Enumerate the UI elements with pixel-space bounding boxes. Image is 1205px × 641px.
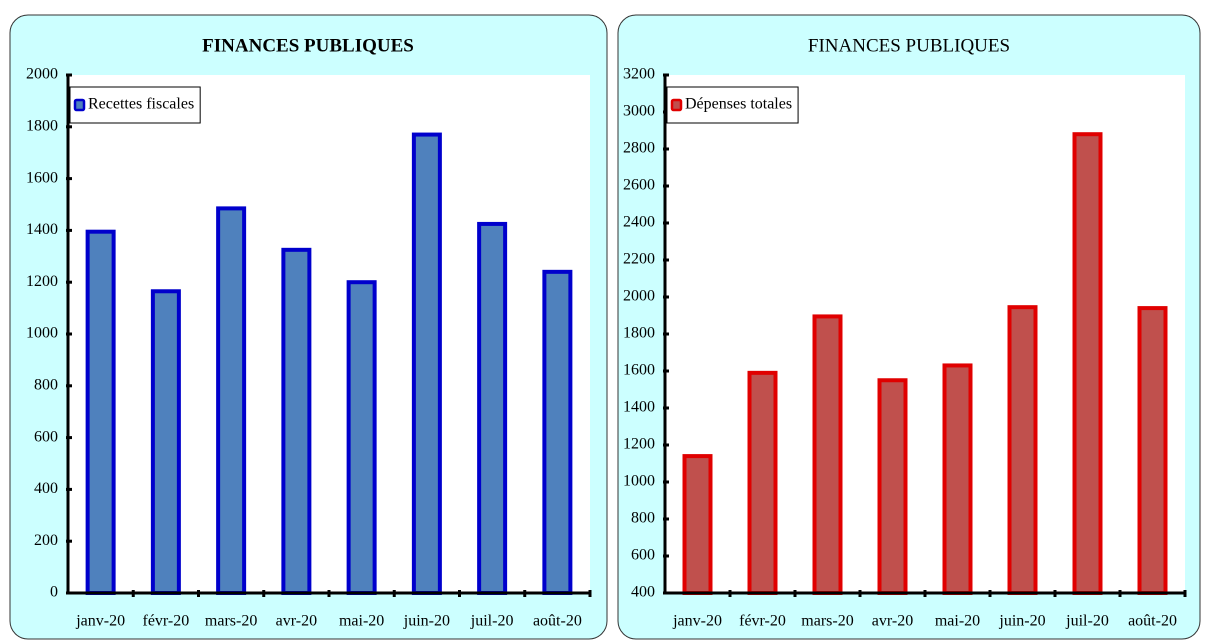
- y-tick-label: 1200: [623, 436, 655, 453]
- bar: [85, 229, 116, 595]
- x-tick-label: janv-20: [672, 613, 722, 630]
- y-tick-label: 1000: [623, 473, 655, 490]
- y-tick-label: 200: [34, 532, 58, 549]
- y-tick-label: 600: [631, 547, 655, 564]
- bar: [812, 314, 843, 595]
- x-tick-label: mai-20: [339, 613, 384, 630]
- legend-swatch: [670, 98, 683, 112]
- y-tick-label: 2600: [623, 177, 655, 194]
- y-tick-label: 1800: [26, 117, 58, 134]
- x-tick-label: juin-20: [998, 613, 1045, 630]
- x-tick-label: mars-20: [205, 613, 257, 630]
- bar: [1137, 306, 1168, 595]
- y-tick-label: 2000: [26, 66, 58, 83]
- y-tick-label: 800: [631, 510, 655, 527]
- y-tick-label: 400: [34, 480, 58, 497]
- bar: [542, 269, 573, 595]
- bar: [682, 454, 713, 595]
- y-tick-label: 2400: [623, 214, 655, 231]
- bar: [150, 289, 181, 595]
- bar: [281, 247, 312, 595]
- y-tick-label: 3000: [623, 103, 655, 120]
- chart-title: FINANCES PUBLIQUES: [808, 35, 1010, 56]
- y-tick-label: 1400: [623, 399, 655, 416]
- legend-box: [666, 86, 799, 124]
- bar: [1072, 132, 1103, 595]
- y-tick-label: 1600: [623, 362, 655, 379]
- chart-title: FINANCES PUBLIQUES: [202, 35, 414, 56]
- legend-box: [69, 86, 201, 124]
- x-tick-label: juil-20: [470, 613, 514, 630]
- y-tick-label: 1600: [26, 169, 58, 186]
- x-tick-label: juil-20: [1065, 613, 1109, 630]
- x-tick-label: avr-20: [276, 613, 317, 630]
- y-tick-label: 0: [50, 584, 58, 601]
- y-tick-label: 1800: [623, 325, 655, 342]
- y-tick-label: 800: [34, 376, 58, 393]
- plot-area: [68, 75, 590, 593]
- x-tick-label: févr-20: [142, 613, 189, 630]
- bar: [942, 363, 973, 596]
- bar: [747, 370, 778, 595]
- y-tick-label: 600: [34, 428, 58, 445]
- bar: [1007, 305, 1038, 595]
- bar: [477, 221, 508, 596]
- legend-label: Dépenses totales: [685, 96, 792, 113]
- bar: [346, 280, 377, 595]
- bar: [877, 378, 908, 595]
- bar: [216, 206, 247, 595]
- y-tick-label: 3200: [623, 66, 655, 83]
- x-tick-label: août-20: [1128, 613, 1177, 630]
- bar: [411, 132, 442, 595]
- y-tick-label: 400: [631, 584, 655, 601]
- y-tick-label: 2200: [623, 251, 655, 268]
- y-tick-label: 1400: [26, 221, 58, 238]
- plot-area: [665, 75, 1185, 593]
- x-tick-label: févr-20: [739, 613, 786, 630]
- x-tick-label: mai-20: [935, 613, 980, 630]
- y-tick-label: 1000: [26, 325, 58, 342]
- legend-label: Recettes fiscales: [88, 96, 194, 113]
- x-tick-label: juin-20: [403, 613, 450, 630]
- x-tick-label: avr-20: [872, 613, 913, 630]
- x-tick-label: mars-20: [801, 613, 853, 630]
- x-tick-label: août-20: [533, 613, 582, 630]
- legend-swatch: [73, 98, 86, 112]
- y-tick-label: 1200: [26, 273, 58, 290]
- y-tick-label: 2800: [623, 140, 655, 157]
- x-tick-label: janv-20: [75, 613, 125, 630]
- y-tick-label: 2000: [623, 288, 655, 305]
